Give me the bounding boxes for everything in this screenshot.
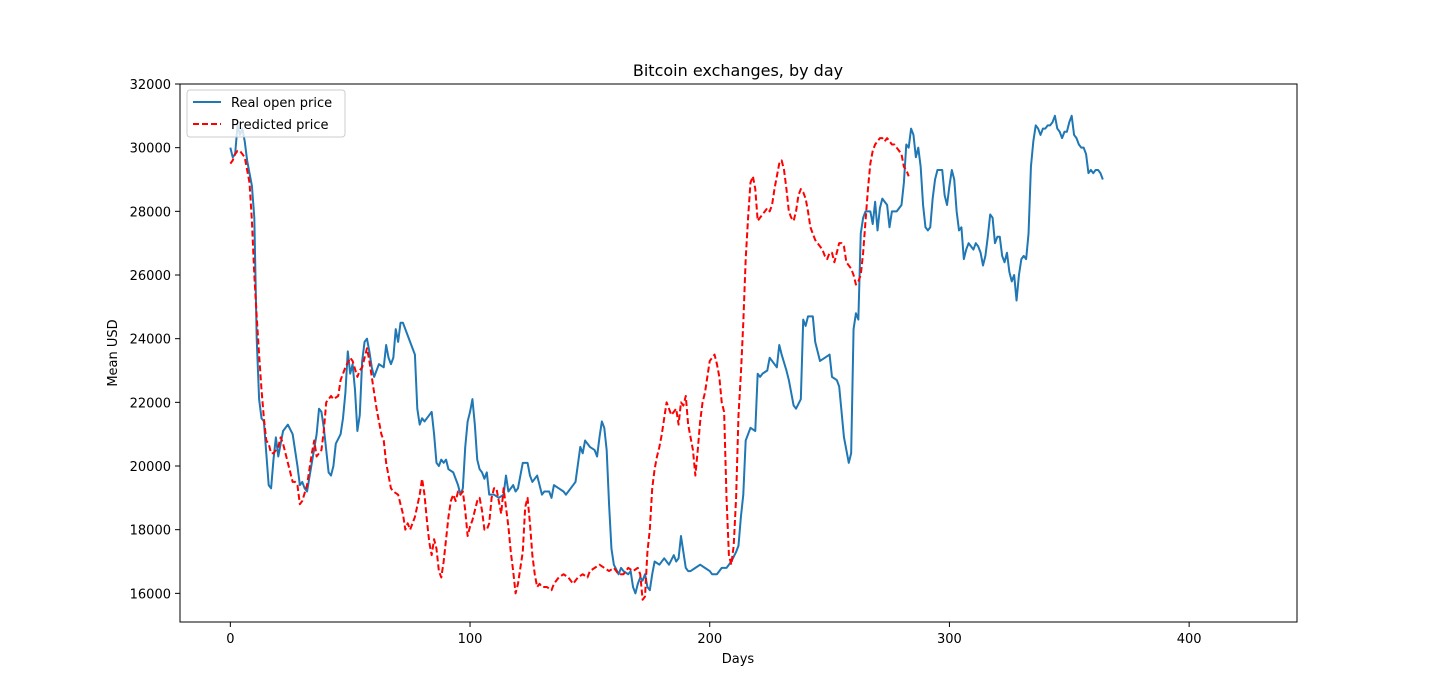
y-tick-label: 28000 bbox=[130, 205, 171, 220]
x-tick-label: 100 bbox=[458, 632, 483, 647]
x-axis-label: Days bbox=[722, 652, 755, 667]
legend-box bbox=[186, 89, 346, 138]
y-tick-label: 16000 bbox=[130, 587, 171, 602]
plot-frame bbox=[179, 83, 1298, 623]
legend-predicted-label: Predicted price bbox=[231, 118, 329, 133]
y-tick-label: 22000 bbox=[130, 396, 171, 411]
chart-title: Bitcoin exchanges, by day bbox=[633, 61, 843, 80]
y-tick-label: 20000 bbox=[130, 460, 171, 475]
x-tick-label: 300 bbox=[937, 632, 962, 647]
series-line-real-open-price bbox=[229, 114, 1104, 595]
y-tick-label: 26000 bbox=[130, 269, 171, 284]
y-tick-label: 30000 bbox=[130, 142, 171, 157]
y-axis-label: Mean USD bbox=[106, 319, 121, 386]
x-tick-label: 400 bbox=[1177, 632, 1202, 647]
x-tick-label: 200 bbox=[697, 632, 722, 647]
legend-real-label: Real open price bbox=[231, 96, 332, 111]
series-line-predicted-price bbox=[229, 137, 910, 601]
legend: Real open price Predicted price bbox=[186, 89, 346, 138]
y-tick-label: 32000 bbox=[130, 78, 171, 93]
y-tick-label: 18000 bbox=[130, 524, 171, 539]
y-tick-label: 24000 bbox=[130, 333, 171, 348]
x-tick-label: 0 bbox=[226, 632, 234, 647]
